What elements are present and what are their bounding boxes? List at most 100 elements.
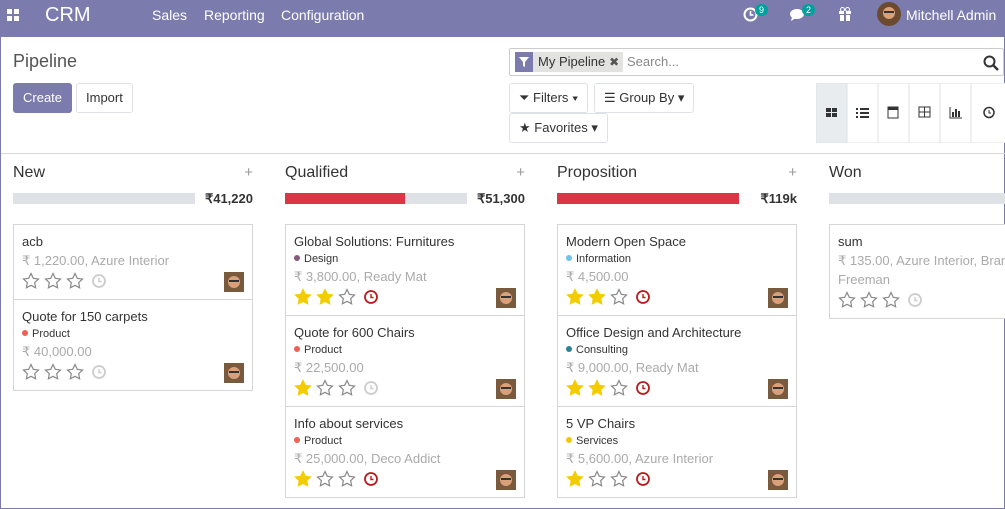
group-by-button[interactable]: ☰ Group By ▾ xyxy=(594,83,695,113)
activity-state[interactable] xyxy=(636,381,650,395)
facet-remove[interactable]: ✖ xyxy=(609,55,620,69)
star[interactable] xyxy=(44,363,62,380)
card-title: Global Solutions: Furnitures xyxy=(294,234,455,249)
filters-button[interactable]: ⏷ Filters ▾ xyxy=(509,83,589,113)
star[interactable] xyxy=(316,379,334,396)
activity-state[interactable] xyxy=(364,472,378,486)
star[interactable] xyxy=(294,379,312,396)
star[interactable] xyxy=(22,272,40,289)
priority[interactable] xyxy=(566,377,656,399)
app-name[interactable]: CRM xyxy=(45,4,91,26)
tag-dot xyxy=(22,330,28,336)
lead-card[interactable]: Quote for 600 Chairs Product ₹ 22,500.00 xyxy=(285,316,525,407)
lead-card[interactable]: 5 VP Chairs Services ₹ 5,600.00, Azure Int… xyxy=(557,407,797,498)
star[interactable] xyxy=(610,288,628,305)
menu[interactable]: Sales xyxy=(152,7,188,23)
star[interactable] xyxy=(588,470,606,487)
message-icon[interactable] xyxy=(789,8,805,22)
lead-card[interactable]: Modern Open Space Information ₹ 4,500.00 xyxy=(557,224,797,316)
priority[interactable] xyxy=(22,270,112,292)
star[interactable] xyxy=(338,470,356,487)
star[interactable] xyxy=(294,288,312,305)
star[interactable] xyxy=(566,379,584,396)
card-tag: Information xyxy=(566,251,788,267)
priority[interactable] xyxy=(294,286,384,308)
quick-create[interactable]: + xyxy=(244,164,253,181)
quick-create[interactable]: + xyxy=(788,164,797,181)
star[interactable] xyxy=(338,379,356,396)
star[interactable] xyxy=(44,272,62,289)
card-amount: ₹ 3,800.00, Ready Mat xyxy=(294,269,427,284)
star[interactable] xyxy=(610,379,628,396)
priority[interactable] xyxy=(22,361,112,383)
star[interactable] xyxy=(882,291,900,308)
star[interactable] xyxy=(66,272,84,289)
tag-label: Services xyxy=(576,435,619,447)
star[interactable] xyxy=(66,363,84,380)
create-button[interactable]: Create xyxy=(13,83,73,113)
card-footer xyxy=(566,377,788,399)
quick-create[interactable]: + xyxy=(516,164,525,181)
lead-card[interactable]: Info about services Product ₹ 25,000.00, D… xyxy=(285,407,525,498)
tag-label: Product xyxy=(304,435,342,447)
tag-label: Information xyxy=(576,253,632,265)
activity-state[interactable] xyxy=(92,274,106,288)
card-title: sum xyxy=(838,234,863,249)
activity-state[interactable] xyxy=(636,472,650,486)
star[interactable] xyxy=(588,379,606,396)
star[interactable] xyxy=(316,470,334,487)
tag-dot xyxy=(566,255,572,261)
card-footer xyxy=(22,270,244,292)
salesperson-avatar xyxy=(768,379,788,399)
card-list: Modern Open Space Information ₹ 4,500.00 Of… xyxy=(557,224,797,498)
lead-card[interactable]: sum ₹ 135.00, Azure Interior, Brandon Fre… xyxy=(829,224,1005,319)
lead-card[interactable]: Global Solutions: Furnitures Design ₹ 3,80… xyxy=(285,224,525,316)
star[interactable] xyxy=(610,470,628,487)
control-panel: Pipeline Create Import My Pipeline ✖ Sear… xyxy=(1,37,1005,154)
user-avatar[interactable] xyxy=(877,2,901,26)
star[interactable] xyxy=(316,288,334,305)
star[interactable] xyxy=(566,288,584,305)
star[interactable] xyxy=(566,470,584,487)
favorites-button[interactable]: ★ Favorites ▾ xyxy=(509,113,608,143)
view-switcher[interactable] xyxy=(816,83,1005,143)
priority[interactable] xyxy=(566,468,656,490)
import-button[interactable]: Import xyxy=(76,83,133,113)
star[interactable] xyxy=(338,288,356,305)
search-icon[interactable] xyxy=(983,55,999,71)
priority[interactable] xyxy=(294,377,384,399)
lead-card[interactable]: Office Design and Architecture Consulting… xyxy=(557,316,797,407)
tag-label: Product xyxy=(32,328,70,340)
activity-state[interactable] xyxy=(636,290,650,304)
star[interactable] xyxy=(860,291,878,308)
star[interactable] xyxy=(588,288,606,305)
star[interactable] xyxy=(22,363,40,380)
priority[interactable] xyxy=(294,468,384,490)
salesperson-avatar xyxy=(496,288,516,308)
star[interactable] xyxy=(838,291,856,308)
message-badge: 2 xyxy=(802,4,816,16)
activity-state[interactable] xyxy=(92,365,106,379)
menu[interactable]: Configuration xyxy=(281,7,365,23)
search-box[interactable]: My Pipeline ✖ Search... xyxy=(509,48,1004,76)
activity-state[interactable] xyxy=(364,381,378,395)
priority[interactable] xyxy=(838,289,928,311)
star[interactable] xyxy=(294,470,312,487)
lead-card[interactable]: acb ₹ 1,220.00, Azure Interior xyxy=(13,224,253,300)
user-name[interactable]: Mitchell Admin xyxy=(906,7,997,23)
activity-state[interactable] xyxy=(364,290,378,304)
activity-state[interactable] xyxy=(908,293,922,307)
card-title: acb xyxy=(22,234,43,249)
apps-icon[interactable] xyxy=(7,9,19,21)
group-by-label: Group By xyxy=(619,90,675,105)
menu[interactable]: Reporting xyxy=(204,7,265,23)
lead-card[interactable]: Quote for 150 carpets Product ₹ 40,000.00 xyxy=(13,300,253,391)
filters-label: Filters xyxy=(533,90,569,105)
gift-icon[interactable] xyxy=(838,7,852,21)
card-list: acb ₹ 1,220.00, Azure Interior Quote for 1… xyxy=(13,224,253,391)
priority[interactable] xyxy=(566,286,656,308)
card-tag: Services xyxy=(566,433,788,449)
card-amount: ₹ 1,220.00, Azure Interior xyxy=(22,253,170,268)
progress-bar xyxy=(13,193,195,204)
